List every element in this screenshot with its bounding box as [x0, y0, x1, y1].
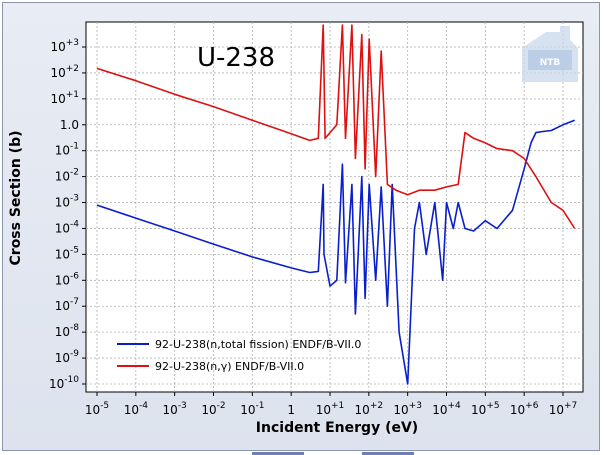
x-tick-label: 1: [287, 403, 295, 417]
y-axis-ticks: 10+3 10+2 10+1 1.0 10-1 10-2 10-3 10-4 10-5 10-6 1…: [49, 38, 86, 391]
x-tick-label: 10+3: [393, 401, 422, 417]
x-tick-label: 10+2: [355, 401, 384, 417]
watermark-text: NTB: [540, 58, 561, 68]
x-tick-label: 10-2: [201, 401, 225, 417]
y-tick-label: 10+3: [50, 38, 79, 54]
x-tick-label: 10-1: [240, 401, 264, 417]
y-tick-label: 10-5: [55, 245, 79, 261]
x-tick-label: 10-3: [163, 401, 187, 417]
y-tick-label: 10+2: [50, 64, 79, 80]
y-tick-label: 10-3: [55, 194, 79, 210]
series-line-1: [96, 119, 575, 385]
x-axis-title: Incident Energy (eV): [256, 420, 418, 436]
x-axis-ticks: 10-5 10-4 10-3 10-2 10-1 1 10+1 10+2 10+3 10+4 10+…: [85, 392, 577, 417]
series-layer: [96, 24, 576, 385]
x-tick-label: 10-4: [124, 401, 149, 417]
y-tick-label: 10+1: [50, 90, 79, 106]
legend-label-1: 92-U-238(n,total fission) ENDF/B-VII.0: [155, 338, 361, 351]
x-tick-label: 10-5: [85, 401, 109, 417]
y-tick-label: 10-2: [55, 168, 79, 184]
y-tick-label: 10-9: [55, 349, 80, 365]
plot-area: [85, 21, 584, 393]
y-tick-label: 10-6: [55, 271, 80, 287]
bottom-tab-left: [252, 452, 304, 455]
y-axis-title: Cross Section (b): [8, 131, 24, 266]
x-tick-label: 10+1: [316, 401, 345, 417]
y-tick-label: 10-7: [55, 297, 79, 313]
bottom-tab-right: [362, 452, 414, 455]
chart-title: U-238: [197, 43, 275, 73]
ntb-logo-watermark: NTB: [522, 26, 578, 82]
y-tick-label: 10-8: [55, 323, 80, 339]
x-tick-label: 10+7: [549, 401, 578, 417]
y-tick-label: 10-10: [49, 375, 79, 391]
x-tick-label: 10+4: [432, 401, 461, 417]
y-tick-label: 1.0: [60, 118, 79, 132]
y-tick-label: 10-4: [55, 219, 80, 235]
legend: 92-U-238(n,total fission) ENDF/B-VII.0 92…: [117, 338, 361, 373]
y-tick-label: 10-1: [55, 142, 79, 158]
legend-label-2: 92-U-238(n,γ) ENDF/B-VII.0: [155, 360, 304, 373]
x-tick-label: 10+5: [471, 401, 500, 417]
x-tick-label: 10+6: [510, 401, 539, 417]
series-line-2: [96, 24, 576, 229]
